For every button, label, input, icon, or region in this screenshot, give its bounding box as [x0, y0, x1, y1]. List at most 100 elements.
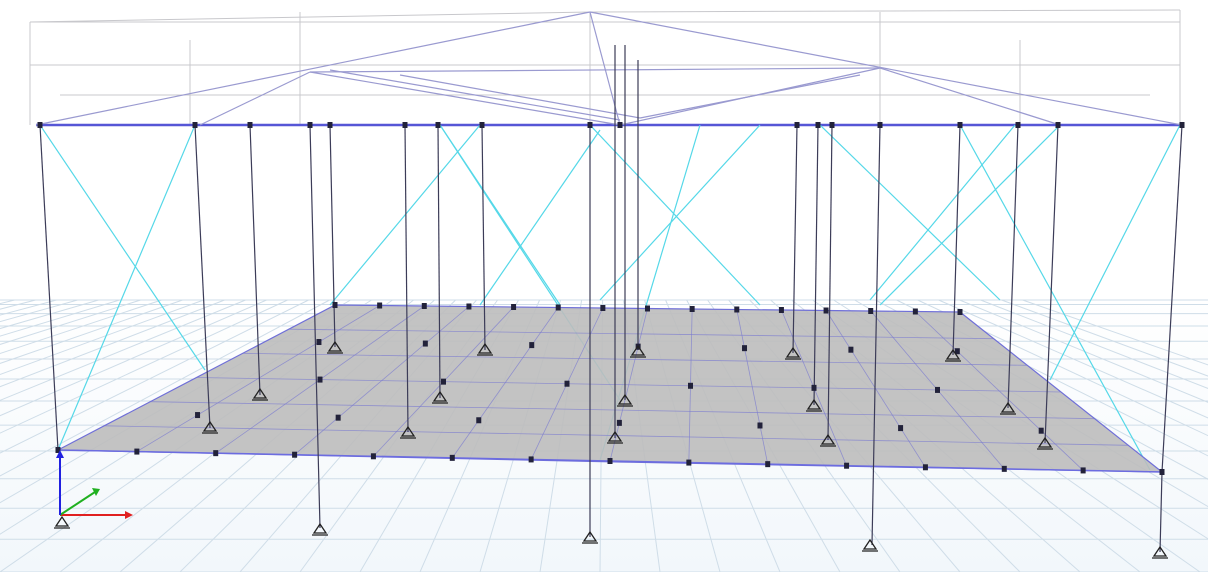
ground-grid-line [938, 299, 1208, 419]
slab-grid-line [736, 309, 769, 465]
pin-support-icon [862, 538, 878, 552]
ground-grid-line [1001, 299, 1208, 377]
x-axis-arrowhead [125, 511, 133, 519]
joints [37, 122, 1185, 475]
brace-member [819, 124, 1001, 301]
joint-icon [815, 122, 821, 128]
joint-icon [868, 308, 874, 314]
brace-member [1049, 124, 1181, 381]
axes-triad-icon [56, 450, 133, 519]
brace-member [57, 124, 196, 451]
pin-support-icon [820, 433, 836, 447]
joint-icon [844, 462, 850, 469]
slab-grid-line [915, 311, 1084, 471]
brace-member [599, 124, 761, 301]
ground-grid-line [0, 299, 267, 417]
joint-icon [335, 414, 341, 421]
joint-icon [192, 122, 198, 128]
joint-icon [402, 122, 408, 128]
column-member [329, 124, 336, 348]
joint-icon [877, 122, 883, 128]
z-axis-arrowhead [56, 450, 64, 458]
joint-icon [195, 412, 201, 419]
column-member [952, 124, 961, 356]
joint-icon [377, 302, 383, 309]
joint-icon [607, 458, 613, 464]
roof-rafter [879, 67, 1061, 126]
joint-icon [511, 304, 517, 310]
pin-support-icon [945, 348, 961, 362]
joint-icon [466, 303, 472, 310]
brace-member [959, 124, 1151, 471]
joint-icon [922, 464, 928, 471]
joint-icon [332, 302, 338, 308]
joint-icon [476, 417, 482, 424]
joint-icon [55, 447, 61, 453]
upper-frame-wireframe [29, 9, 1181, 125]
slab-grid-line [136, 305, 380, 452]
pin-support-icon [617, 393, 633, 407]
column-member [827, 124, 833, 441]
pin-support-icon [630, 344, 646, 358]
joint-icon [616, 419, 622, 426]
ground-grid-line [959, 299, 1208, 403]
ground-grid-line [0, 299, 162, 355]
brace-member [479, 129, 601, 306]
ground-grid-line [917, 299, 1208, 437]
joint-icon [37, 122, 43, 128]
joint-icon [422, 340, 428, 347]
columns [39, 45, 1183, 553]
roof-framing [35, 11, 1183, 127]
joint-icon [734, 306, 740, 313]
roof-rafter [399, 74, 641, 119]
joint-icon [1055, 122, 1061, 128]
pin-support-icon [806, 398, 822, 412]
ground-grid-line [0, 299, 288, 434]
ground-grid-line [0, 299, 330, 477]
column-member [39, 124, 59, 451]
brace-member [329, 124, 481, 306]
joint-icon [213, 450, 219, 457]
column-member [813, 124, 819, 406]
joint-icon [912, 308, 918, 315]
brace-member [439, 124, 561, 306]
joint-icon [1015, 122, 1021, 128]
joint-icon [794, 122, 800, 128]
joint-icon [587, 122, 593, 128]
joint-icon [479, 122, 485, 128]
joint-icon [441, 378, 446, 385]
joint-icon [317, 376, 323, 383]
joint-icon [898, 425, 904, 432]
roof-rafter [309, 71, 621, 126]
pin-support-icon [477, 342, 493, 356]
ground-grid-line [0, 299, 204, 376]
roof-rafter [589, 11, 1183, 126]
brace-member [39, 124, 206, 371]
joint-icon [688, 382, 693, 389]
joint-icon [327, 122, 333, 128]
joint-icon [1001, 465, 1007, 472]
pin-support-icon [432, 390, 448, 404]
slab-grid-line [451, 307, 559, 459]
pin-support-icon [1000, 401, 1016, 415]
joint-icon [686, 459, 692, 466]
joint-icon [742, 345, 748, 352]
column-member [871, 124, 881, 546]
pin-support-icon [202, 420, 218, 434]
pin-support-icon [1152, 545, 1168, 559]
roof-rafter [35, 11, 591, 126]
joint-icon [134, 448, 140, 455]
roof-rafter [639, 74, 861, 119]
ghost-frame-line [29, 11, 591, 23]
joint-icon [689, 306, 695, 312]
pin-support-icon [327, 340, 343, 354]
joint-icon [449, 454, 455, 461]
pin-support-icon [252, 387, 268, 401]
column-member [194, 124, 211, 429]
brace-member [589, 124, 761, 306]
joint-icon [935, 386, 940, 393]
column-member [481, 124, 486, 351]
ghost-frame-line [589, 9, 1181, 13]
